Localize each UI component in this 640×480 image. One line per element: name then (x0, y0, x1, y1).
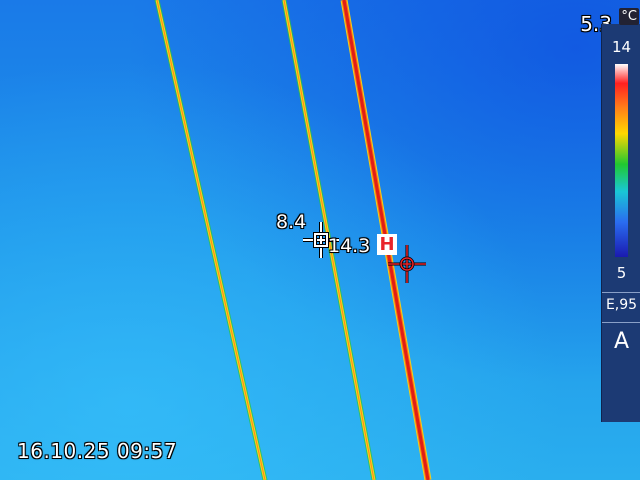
scale-divider (602, 292, 640, 293)
hotspot-marker-badge: H (377, 234, 397, 255)
spot-temperature-value: 8.4 (276, 211, 306, 233)
scale-min-value: 5 (602, 264, 640, 282)
unit-label: °C (619, 8, 639, 25)
range-mode-indicator[interactable]: A (602, 329, 640, 354)
emissivity-value[interactable]: E,95 (602, 297, 640, 313)
scale-divider (602, 322, 640, 323)
temperature-scale-panel: °C 14 5 E,95 A (601, 24, 640, 422)
scale-max-value: 14 (602, 38, 640, 56)
color-palette-bar (615, 64, 628, 257)
capture-timestamp: 16.10.25 09:57 (17, 439, 177, 463)
hotspot-temperature-value: 14.3 (328, 235, 370, 257)
